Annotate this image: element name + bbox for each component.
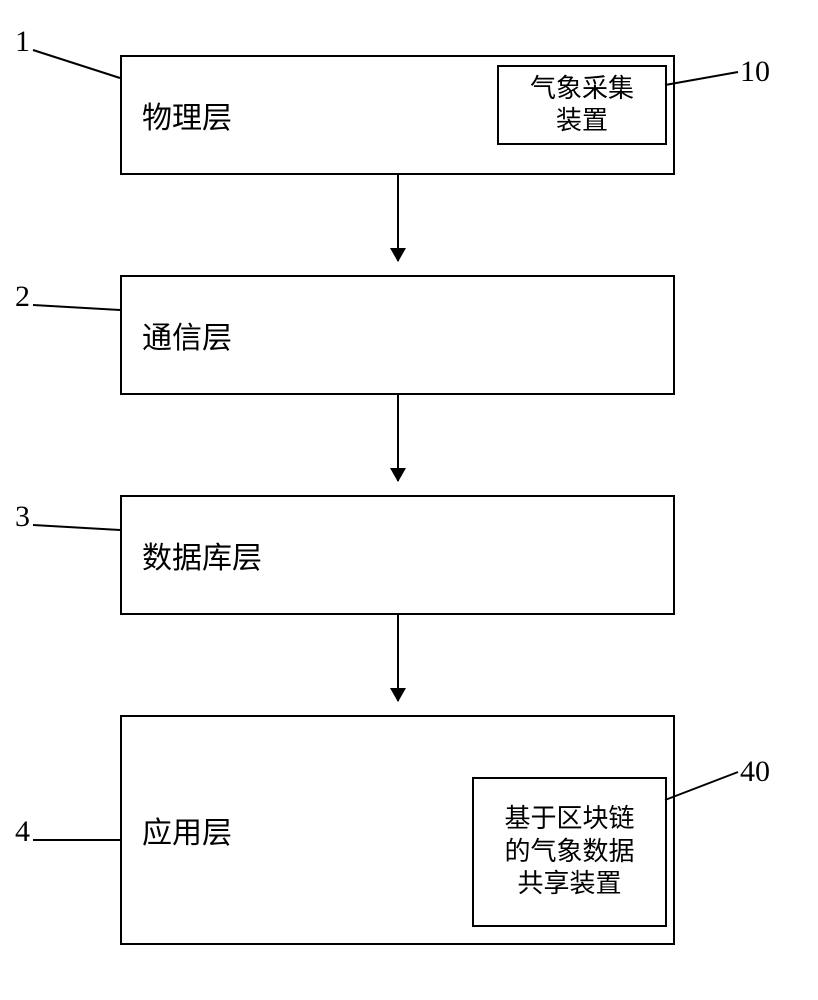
- arrow-3-4: [397, 615, 399, 701]
- layer-2-box: 通信层: [120, 275, 675, 395]
- num-4: 4: [15, 815, 30, 849]
- inner-box-10-label: 气象采集 装置: [530, 73, 634, 138]
- layer-1-box: 物理层 气象采集 装置: [120, 55, 675, 175]
- inner-box-40: 基于区块链 的气象数据 共享装置: [472, 777, 667, 927]
- layer-1-label: 物理层: [142, 93, 232, 137]
- num-1: 1: [15, 25, 30, 59]
- layer-3-label: 数据库层: [142, 533, 262, 577]
- layer-2-label: 通信层: [142, 313, 232, 357]
- num-10: 10: [740, 55, 770, 89]
- arrow-2-3: [397, 395, 399, 481]
- layer-4-box: 应用层 基于区块链 的气象数据 共享装置: [120, 715, 675, 945]
- diagram-canvas: 物理层 气象采集 装置 通信层 数据库层 应用层 基于区块链 的气象数据 共享装…: [0, 0, 818, 1000]
- layer-4-label: 应用层: [142, 808, 232, 852]
- inner-box-10: 气象采集 装置: [497, 65, 667, 145]
- arrow-1-2: [397, 175, 399, 261]
- num-3: 3: [15, 500, 30, 534]
- num-2: 2: [15, 280, 30, 314]
- layer-3-box: 数据库层: [120, 495, 675, 615]
- num-40: 40: [740, 755, 770, 789]
- inner-box-40-label: 基于区块链 的气象数据 共享装置: [504, 803, 634, 901]
